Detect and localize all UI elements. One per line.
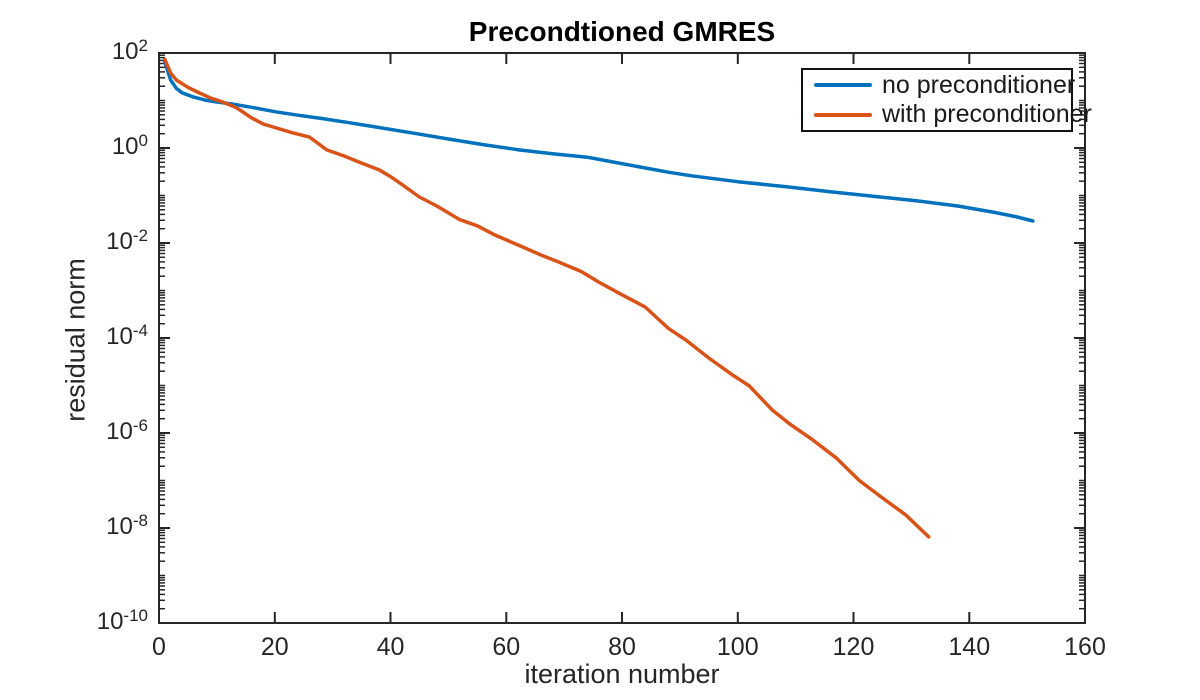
x-tick-label: 20: [260, 633, 289, 661]
legend-item-with-preconditioner: with preconditioner: [814, 100, 1092, 129]
y-tick-label: 10-6: [106, 416, 148, 445]
y-tick-label: 10-8: [106, 511, 148, 540]
x-tick-label: 60: [492, 633, 521, 661]
y-tick-label: 10-4: [106, 321, 148, 350]
legend-label: with preconditioner: [882, 100, 1092, 129]
x-tick-label: 120: [832, 633, 875, 661]
legend-label: no preconditioner: [882, 70, 1076, 99]
legend: no preconditioner with preconditioner: [801, 68, 1092, 132]
y-tick-label: 10-10: [96, 606, 148, 635]
legend-line-sample-orange: [814, 112, 872, 117]
legend-item-no-preconditioner: no preconditioner: [814, 71, 1075, 100]
y-tick-label: 100: [111, 131, 148, 160]
x-tick-label: 80: [608, 633, 636, 661]
x-tick-label: 0: [152, 633, 166, 661]
x-tick-label: 140: [948, 633, 991, 661]
y-tick-label: 102: [111, 36, 148, 65]
y-tick-label: 10-2: [106, 226, 148, 255]
series-line-no-preconditioner: [163, 60, 1035, 223]
x-tick-label: 40: [376, 633, 405, 661]
x-tick-label: 160: [1064, 633, 1106, 661]
chart-title: Precondtioned GMRES: [468, 16, 776, 47]
x-axis-label: iteration number: [524, 659, 720, 689]
series-line-with-preconditioner: [163, 57, 931, 539]
legend-line-sample-blue: [814, 83, 872, 88]
x-tick-label: 100: [716, 633, 759, 661]
